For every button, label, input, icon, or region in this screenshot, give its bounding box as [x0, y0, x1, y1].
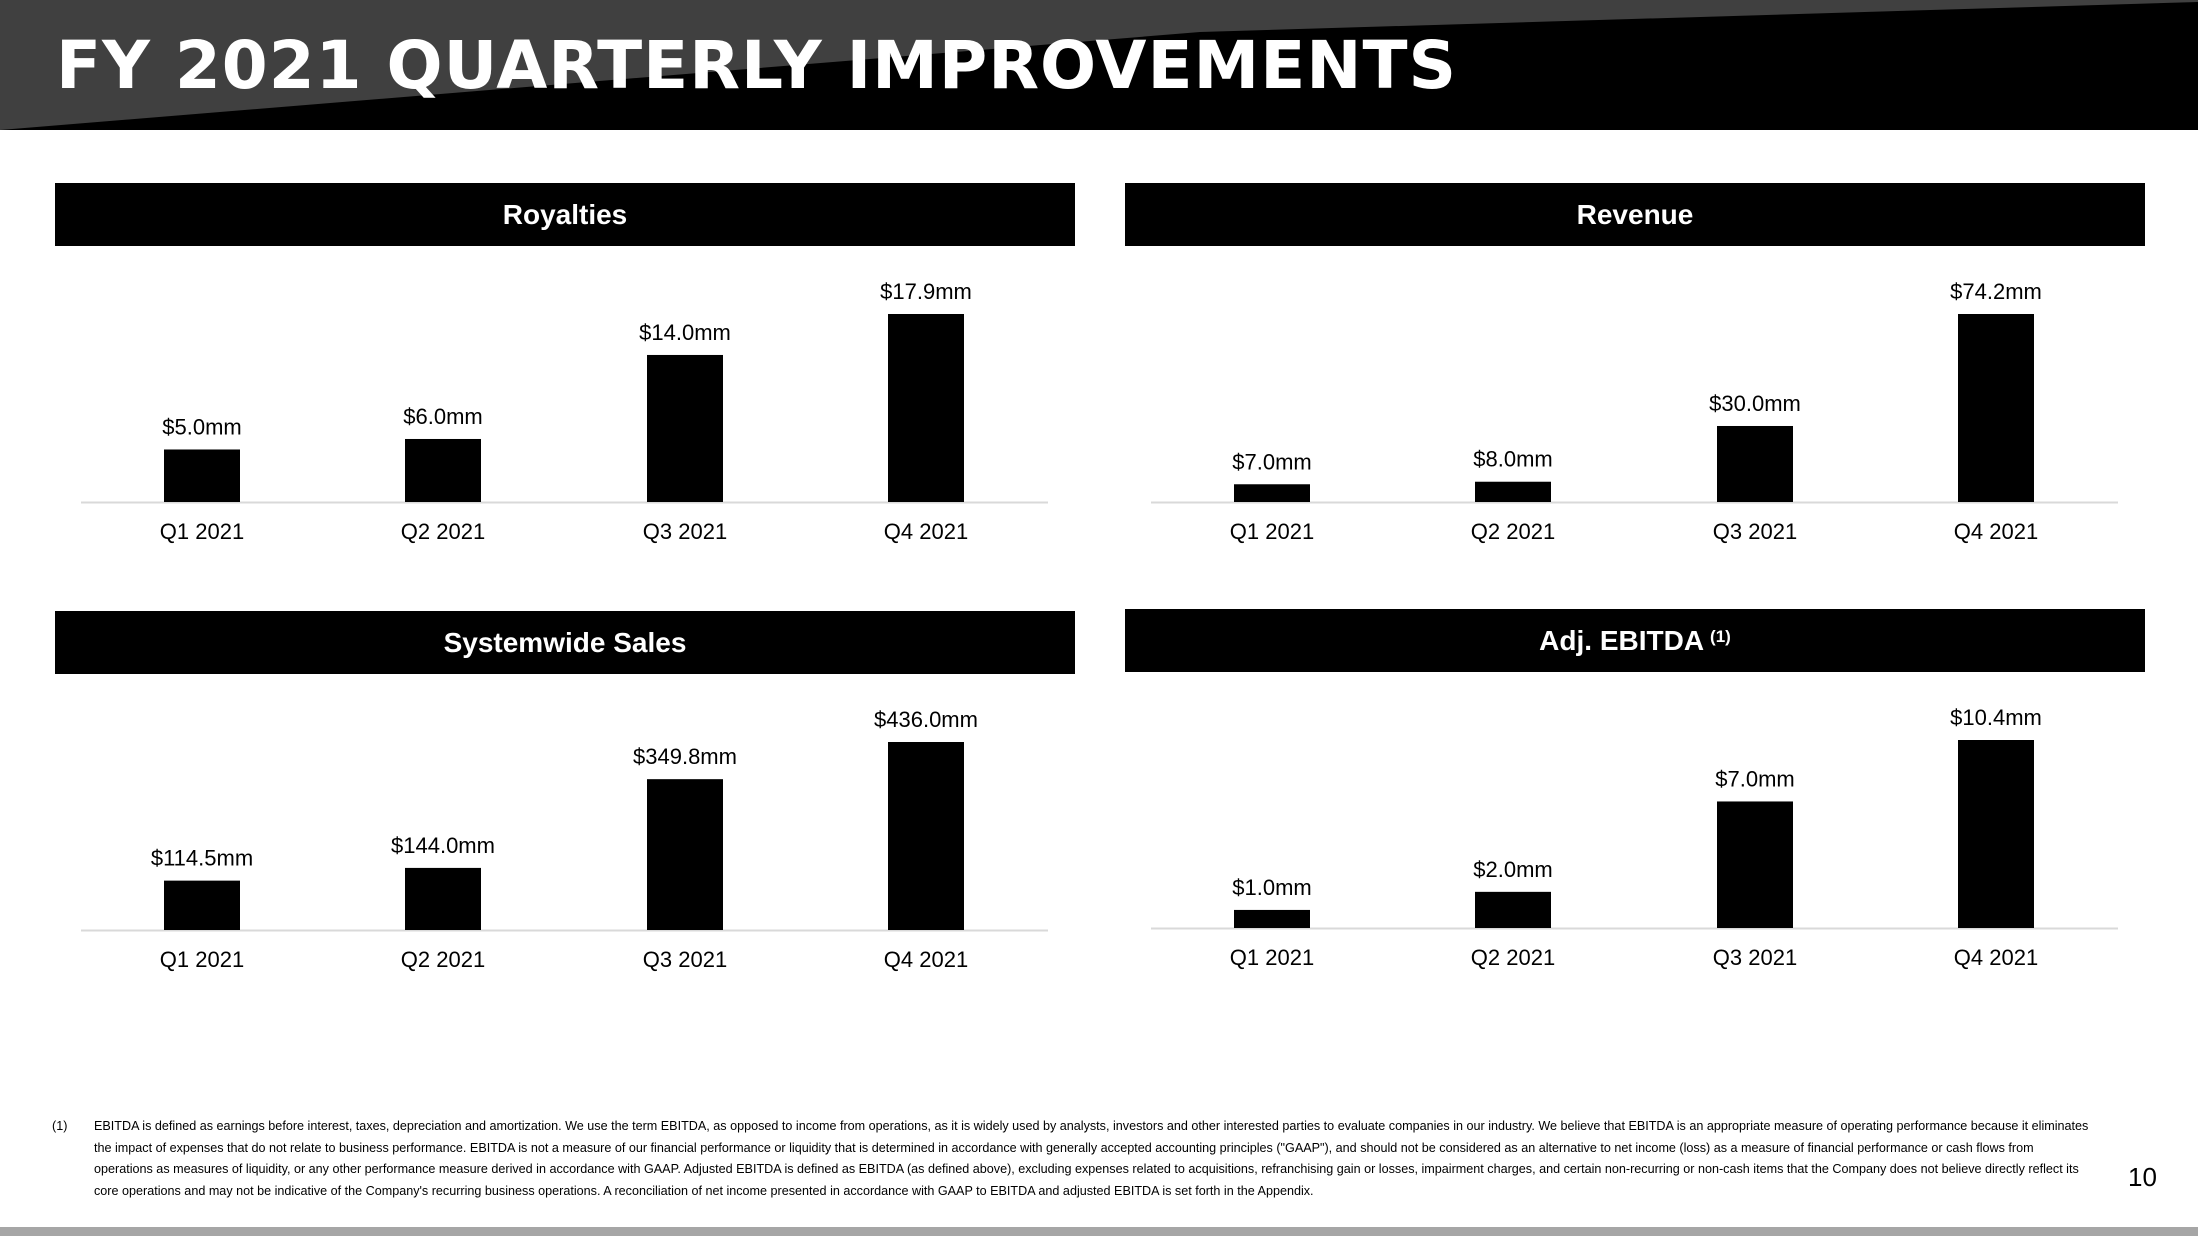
systemwide-sales-tick-label-q4-2021: Q4 2021	[884, 947, 968, 972]
adj-ebitda-data-label-q4-2021: $10.4mm	[1950, 705, 2042, 730]
header-gray-wedge	[0, 0, 2198, 130]
revenue-tick-label-q2-2021: Q2 2021	[1471, 519, 1555, 544]
chart-title-text: Revenue	[1576, 198, 1694, 230]
royalties-bar-chart: $5.0mm Q1 2021 $6.0mm Q2 2021 $14.0mm Q3 2021…	[81, 279, 1048, 544]
royalties-data-label-q1-2021: $5.0mm	[162, 414, 241, 439]
systemwide-sales-bar-q1-2021	[164, 880, 240, 930]
revenue-bar-q1-2021	[1234, 484, 1310, 502]
adj-ebitda-bar-q4-2021	[1958, 740, 2034, 928]
chart-title-text: Adj. EBITDA	[1539, 624, 1705, 656]
systemwide-sales-data-label-q2-2021: $144.0mm	[391, 833, 495, 858]
chart-title-text: Royalties	[502, 198, 628, 230]
adj-ebitda-data-label-q3-2021: $7.0mm	[1715, 766, 1794, 791]
revenue-bar-q4-2021	[1958, 314, 2034, 502]
revenue-tick-label-q4-2021: Q4 2021	[1954, 519, 2038, 544]
royalties-bar-q3-2021	[647, 354, 723, 502]
chart-title-systemwide-sales: Systemwide Sales	[55, 611, 1075, 674]
footnote-marker: (1)	[52, 1119, 68, 1133]
revenue-data-label-q1-2021: $7.0mm	[1232, 449, 1311, 474]
royalties-data-label-q2-2021: $6.0mm	[403, 404, 482, 429]
adj-ebitda-data-label-q1-2021: $1.0mm	[1232, 875, 1311, 900]
adj-ebitda-panel: Adj. EBITDA (1) $1.0mm Q1 2021 $2.0mm Q2 20…	[1125, 609, 2145, 1029]
systemwide-sales-tick-label-q3-2021: Q3 2021	[643, 947, 727, 972]
systemwide-sales-panel: Systemwide Sales $114.5mm Q1 2021 $144.0mm…	[55, 611, 1075, 1031]
page-number: 10	[2128, 1162, 2157, 1192]
header-background	[0, 0, 2198, 130]
revenue-bar-q2-2021	[1475, 481, 1551, 502]
footnote: (1) EBITDA is defined as earnings before…	[52, 1116, 2092, 1202]
adj-ebitda-tick-label-q4-2021: Q4 2021	[1954, 945, 2038, 970]
systemwide-sales-bar-q3-2021	[647, 779, 723, 930]
adj-ebitda-tick-label-q1-2021: Q1 2021	[1230, 945, 1314, 970]
adj-ebitda-bar-q1-2021	[1234, 909, 1310, 928]
revenue-bar-q3-2021	[1717, 425, 1793, 502]
royalties-tick-label-q2-2021: Q2 2021	[401, 519, 485, 544]
chart-title-royalties: Royalties	[55, 183, 1075, 246]
systemwide-sales-bar-q4-2021	[888, 742, 964, 930]
adj-ebitda-bar-q3-2021	[1717, 801, 1793, 928]
royalties-data-label-q4-2021: $17.9mm	[880, 279, 972, 304]
revenue-tick-label-q1-2021: Q1 2021	[1230, 519, 1314, 544]
bottom-bar	[0, 1227, 2198, 1236]
revenue-bar-chart: $7.0mm Q1 2021 $8.0mm Q2 2021 $30.0mm Q3 2021…	[1151, 279, 2118, 544]
systemwide-sales-data-label-q4-2021: $436.0mm	[874, 707, 978, 732]
systemwide-sales-tick-label-q1-2021: Q1 2021	[160, 947, 244, 972]
royalties-bar-q1-2021	[164, 449, 240, 502]
page-title: FY 2021 QUARTERLY IMPROVEMENTS	[56, 27, 1458, 104]
royalties-tick-label-q3-2021: Q3 2021	[643, 519, 727, 544]
chart-title-revenue: Revenue	[1125, 183, 2145, 246]
revenue-data-label-q3-2021: $30.0mm	[1709, 391, 1801, 416]
royalties-data-label-q3-2021: $14.0mm	[639, 320, 731, 345]
revenue-data-label-q2-2021: $8.0mm	[1473, 447, 1552, 472]
systemwide-sales-data-label-q1-2021: $114.5mm	[151, 846, 253, 871]
royalties-tick-label-q4-2021: Q4 2021	[884, 519, 968, 544]
systemwide-sales-data-label-q3-2021: $349.8mm	[633, 744, 737, 769]
royalties-bar-q2-2021	[405, 438, 481, 502]
chart-title-text: Systemwide Sales	[443, 626, 687, 658]
adj-ebitda-data-label-q2-2021: $2.0mm	[1473, 857, 1552, 882]
adj-ebitda-tick-label-q2-2021: Q2 2021	[1471, 945, 1555, 970]
royalties-tick-label-q1-2021: Q1 2021	[160, 519, 244, 544]
revenue-panel: Revenue $7.0mm Q1 2021 $8.0mm Q2 2021 $30.0m…	[1125, 183, 2145, 603]
adj-ebitda-bar-q2-2021	[1475, 891, 1551, 928]
chart-title-adj-ebitda: Adj. EBITDA (1)	[1125, 609, 2145, 672]
systemwide-sales-bar-chart: $114.5mm Q1 2021 $144.0mm Q2 2021 $349.8mm Q3…	[81, 707, 1048, 972]
header-banner: FY 2021 QUARTERLY IMPROVEMENTS	[0, 0, 2198, 130]
revenue-data-label-q4-2021: $74.2mm	[1950, 279, 2042, 304]
revenue-tick-label-q3-2021: Q3 2021	[1713, 519, 1797, 544]
adj-ebitda-bar-chart: $1.0mm Q1 2021 $2.0mm Q2 2021 $7.0mm Q3 2021 $…	[1151, 705, 2118, 970]
adj-ebitda-tick-label-q3-2021: Q3 2021	[1713, 945, 1797, 970]
footnote-text: EBITDA is defined as earnings before int…	[94, 1119, 2089, 1198]
systemwide-sales-bar-q2-2021	[405, 867, 481, 930]
royalties-panel: Royalties $5.0mm Q1 2021 $6.0mm Q2 2021 $14.…	[55, 183, 1075, 603]
systemwide-sales-tick-label-q2-2021: Q2 2021	[401, 947, 485, 972]
royalties-bar-q4-2021	[888, 314, 964, 502]
footnote-reference: (1)	[1710, 626, 1731, 646]
